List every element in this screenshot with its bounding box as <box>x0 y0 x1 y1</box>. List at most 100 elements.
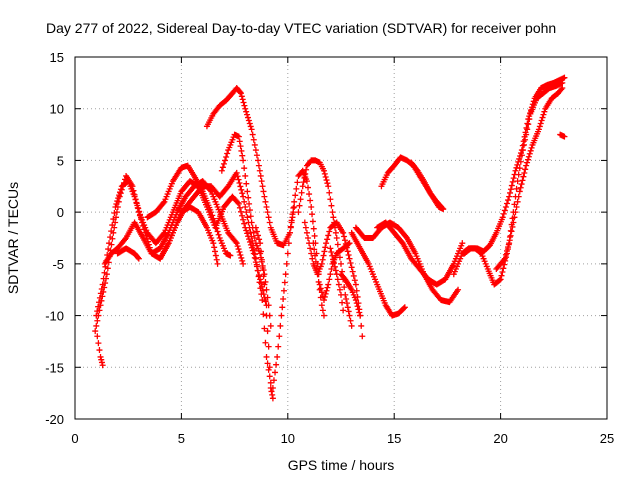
data-point <box>439 205 446 212</box>
data-point <box>246 236 253 243</box>
data-point <box>239 152 246 159</box>
data-point <box>336 286 343 293</box>
data-point <box>255 232 262 239</box>
data-point <box>98 356 105 363</box>
y-tick-label: -15 <box>45 360 64 375</box>
y-tick-label: -5 <box>52 257 64 272</box>
data-point <box>249 247 256 254</box>
data-point <box>257 172 264 179</box>
data-point <box>250 229 257 236</box>
data-point <box>255 157 262 164</box>
data-point <box>213 225 220 232</box>
data-point <box>520 173 527 180</box>
data-point <box>113 201 120 208</box>
data-point <box>236 204 243 211</box>
data-point <box>240 193 247 200</box>
data-point <box>247 241 254 248</box>
data-point <box>322 290 329 297</box>
data-point <box>324 284 331 291</box>
data-point <box>317 285 324 292</box>
y-tick-label: 5 <box>57 153 64 168</box>
data-point <box>355 306 362 313</box>
data-point <box>313 264 320 271</box>
data-point <box>506 240 513 247</box>
data-point <box>264 328 271 335</box>
data-point <box>324 180 331 187</box>
series-trace-24 <box>493 79 566 273</box>
data-point <box>262 297 269 304</box>
data-point <box>307 245 314 252</box>
x-tick-label: 0 <box>71 431 78 446</box>
data-point <box>109 222 116 229</box>
data-point <box>243 227 250 234</box>
data-point <box>323 287 330 294</box>
data-point <box>359 333 366 340</box>
data-point <box>265 343 272 350</box>
data-point <box>291 203 298 210</box>
data-point <box>316 286 323 293</box>
data-point <box>252 224 259 231</box>
data-point <box>222 157 229 164</box>
data-point <box>234 199 241 206</box>
data-point <box>269 395 276 402</box>
data-point <box>212 222 219 229</box>
data-point <box>265 214 272 221</box>
data-point <box>318 302 325 309</box>
series-trace-13 <box>301 219 366 340</box>
data-point <box>94 333 101 340</box>
data-point <box>252 147 259 154</box>
data-point <box>497 276 504 283</box>
series-trace-21 <box>408 159 447 213</box>
data-point <box>502 203 509 210</box>
data-point <box>524 159 531 166</box>
data-point <box>244 114 251 121</box>
data-point <box>329 209 336 216</box>
data-point <box>515 171 522 178</box>
data-point <box>241 220 248 227</box>
data-point <box>506 233 513 240</box>
data-point <box>290 205 297 212</box>
data-point <box>264 360 271 367</box>
data-point <box>356 309 363 316</box>
data-point <box>280 287 287 294</box>
series-trace-16 <box>327 245 347 314</box>
data-point <box>215 231 222 238</box>
chart-title: Day 277 of 2022, Sidereal Day-to-day VTE… <box>46 20 556 36</box>
data-point <box>320 167 327 174</box>
data-point <box>343 244 350 251</box>
data-point <box>243 209 250 216</box>
data-point <box>235 133 242 140</box>
data-point <box>211 244 218 251</box>
data-point <box>251 235 258 241</box>
data-point <box>137 211 144 218</box>
data-point <box>521 169 528 176</box>
data-point <box>522 166 529 173</box>
data-point <box>357 312 364 319</box>
data-point <box>273 361 280 368</box>
data-point <box>334 241 341 248</box>
data-point <box>516 188 523 195</box>
data-point <box>134 254 141 261</box>
data-point <box>344 304 351 311</box>
data-point <box>245 117 252 124</box>
data-point <box>100 275 107 282</box>
data-point <box>239 96 246 103</box>
data-point <box>559 85 566 92</box>
data-point <box>95 303 102 310</box>
data-point <box>210 215 217 222</box>
data-point <box>496 277 503 284</box>
data-point <box>524 120 531 127</box>
data-point <box>96 347 103 354</box>
data-point <box>298 189 305 196</box>
data-point <box>246 200 253 207</box>
series-trace-23 <box>461 74 568 257</box>
y-axis-label: SDTVAR / TECUs <box>5 182 21 294</box>
data-point <box>105 246 112 253</box>
data-point <box>303 229 310 236</box>
series-trace-10 <box>252 224 276 402</box>
data-point <box>536 123 543 130</box>
data-point <box>315 278 322 285</box>
data-point <box>236 180 243 187</box>
data-point <box>524 126 531 133</box>
